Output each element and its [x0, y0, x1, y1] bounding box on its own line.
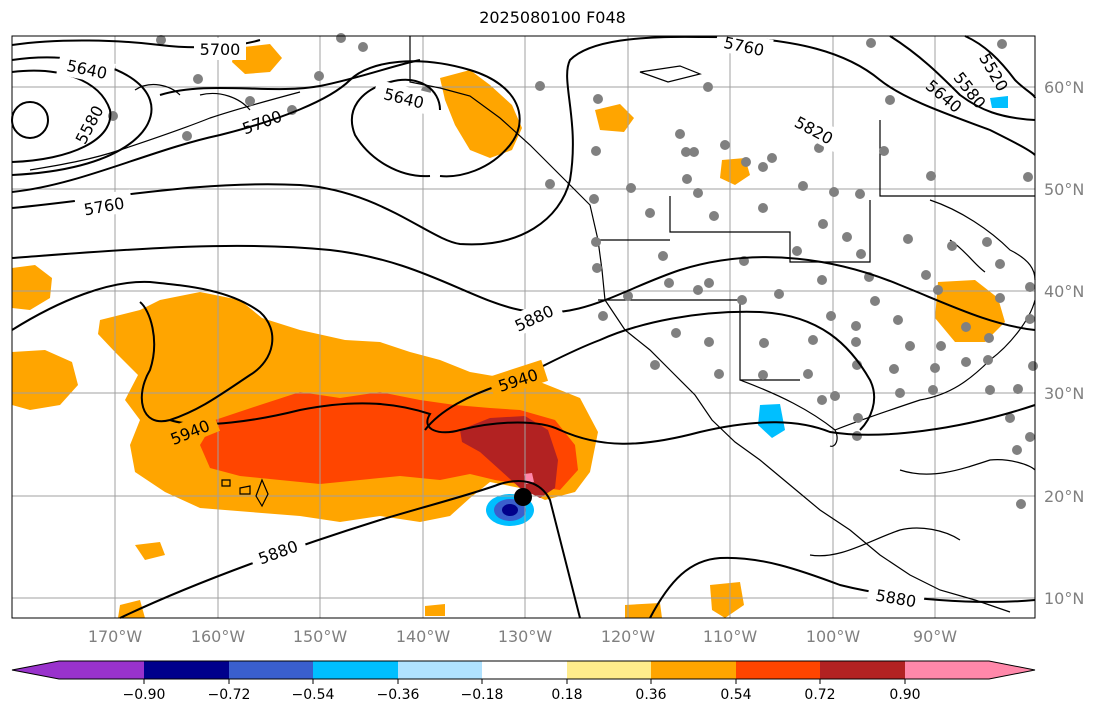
anomaly-patch: [425, 604, 445, 616]
lon-label: 110°W: [703, 627, 758, 646]
contour-label: 5700: [200, 40, 241, 59]
lat-label: 10°N: [1044, 589, 1084, 608]
map-title: 2025080100 F048: [479, 8, 626, 27]
anomaly-blue-patch: [990, 96, 1008, 108]
lon-label: 160°W: [191, 627, 246, 646]
anomaly-patch: [135, 542, 165, 560]
colorbar-outline: [11, 660, 1036, 680]
anomaly-patch: [118, 600, 145, 618]
map-frame: [11, 35, 1036, 619]
lon-label: 150°W: [293, 627, 348, 646]
lon-label: 170°W: [88, 627, 143, 646]
lon-label: 130°W: [498, 627, 553, 646]
graticule: [12, 36, 1035, 618]
colorbar-segment: [229, 661, 313, 679]
colorbar-segment: [905, 661, 989, 679]
anomaly-darkred-core: [460, 416, 558, 498]
anomaly-red-region: [200, 392, 578, 490]
colorbar-under-arrow: [12, 661, 59, 679]
colorbar-tick-label: 0.36: [635, 687, 666, 703]
colorbar-segment: [59, 661, 144, 679]
colorbar-segment: [651, 661, 736, 679]
lat-label: 60°N: [1044, 78, 1084, 97]
colorbar-tick-label: 0.18: [551, 687, 582, 703]
colorbar-segment: [736, 661, 820, 679]
anomaly-patch: [935, 280, 1005, 342]
colorbar-tick-label: −0.54: [292, 687, 335, 703]
anomaly-blue-patch: [758, 404, 785, 438]
lon-label: 100°W: [806, 627, 861, 646]
colorbar-segment: [398, 661, 482, 679]
colorbar-tick-label: −0.36: [377, 687, 420, 703]
lon-label: 140°W: [396, 627, 451, 646]
anomaly-shading: [12, 44, 1008, 618]
colorbar-segment: [820, 661, 905, 679]
anomaly-patch: [12, 350, 78, 410]
colorbar-tick-label: 0.54: [720, 687, 751, 703]
colorbar: −0.90 −0.72 −0.54 −0.36 −0.18 0.18 0.36 …: [11, 660, 1036, 703]
colorbar-segment: [144, 661, 229, 679]
colorbar-segment: [482, 661, 567, 679]
lat-label: 20°N: [1044, 487, 1084, 506]
colorbar-segment: [567, 661, 651, 679]
height-contours: [11, 35, 1036, 619]
lat-label: 50°N: [1044, 180, 1084, 199]
lat-label: 30°N: [1044, 384, 1084, 403]
colorbar-tick-label: −0.72: [208, 687, 251, 703]
colorbar-tick-label: 0.90: [889, 687, 920, 703]
coastlines: [29, 36, 1036, 613]
longitude-axis-labels: 170°W 160°W 150°W 140°W 130°W 120°W 110°…: [88, 627, 957, 646]
colorbar-tick-label: 0.72: [804, 687, 835, 703]
anomaly-patch: [710, 582, 744, 618]
lon-label: 120°W: [601, 627, 656, 646]
storm-center-dot-icon: [514, 488, 532, 506]
colorbar-segment: [313, 661, 398, 679]
anomaly-navy-core: [502, 504, 518, 516]
anomaly-patch: [595, 104, 634, 132]
colorbar-tick-label: −0.18: [461, 687, 504, 703]
lon-label: 90°W: [913, 627, 957, 646]
station-dots: [108, 33, 1038, 509]
colorbar-tick-label: −0.90: [123, 687, 166, 703]
lat-label: 40°N: [1044, 282, 1084, 301]
anomaly-patch: [12, 265, 52, 310]
colorbar-over-arrow: [989, 661, 1035, 679]
latitude-axis-labels: 60°N 50°N 40°N 30°N 20°N 10°N: [1044, 78, 1084, 608]
anomaly-patch: [440, 70, 522, 158]
